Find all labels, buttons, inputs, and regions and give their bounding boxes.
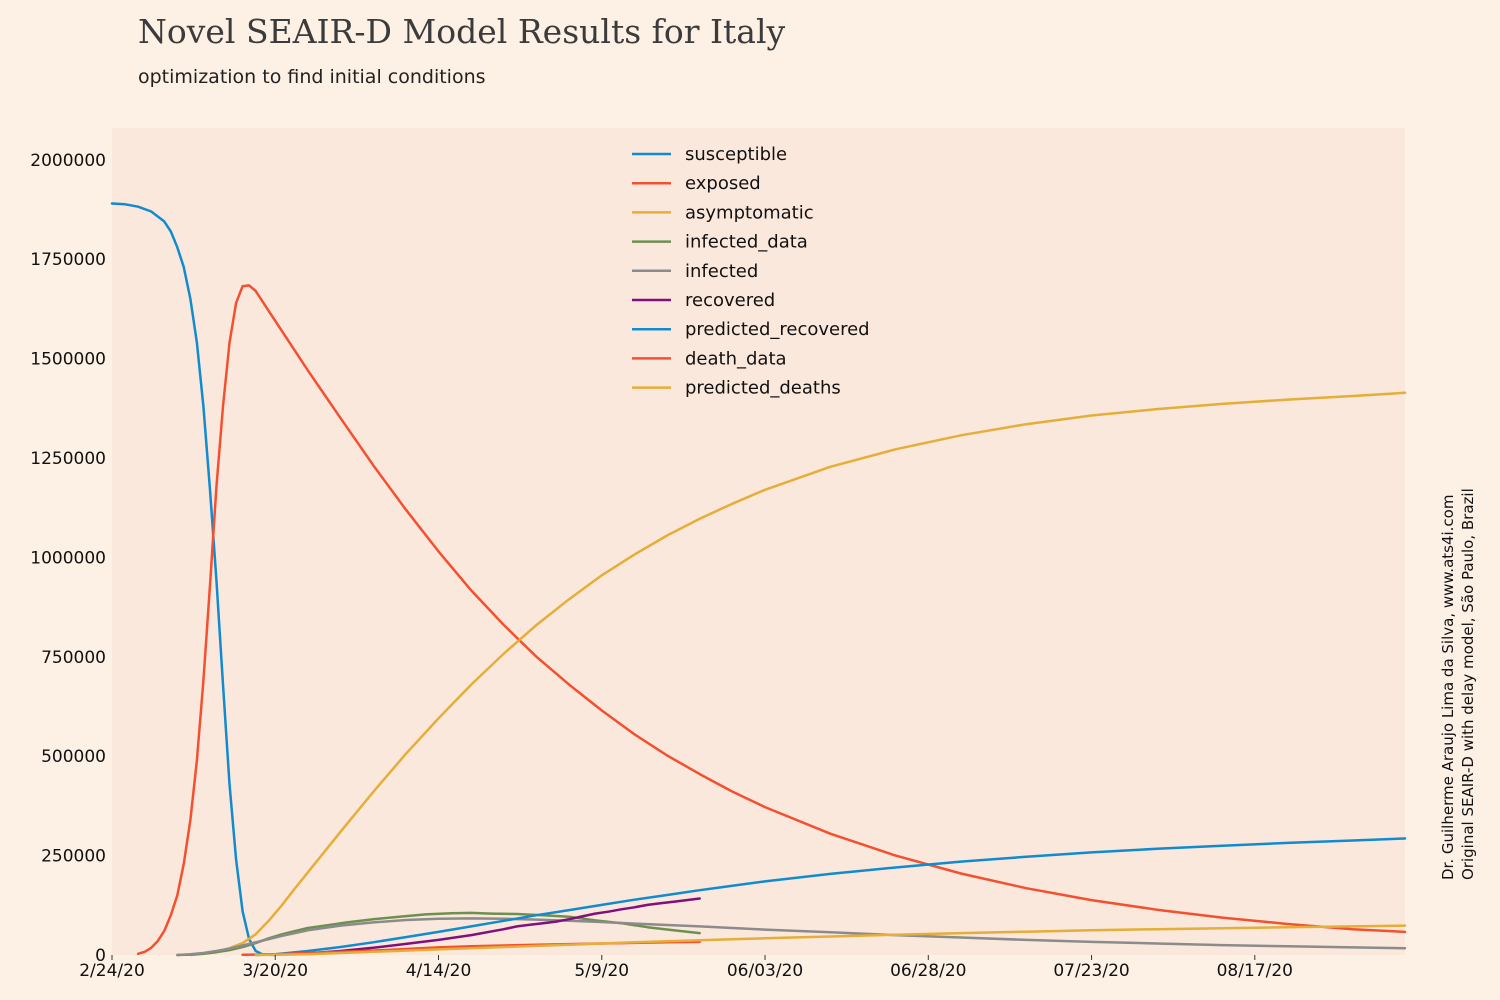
legend-label-asymptomatic: asymptomatic [685,202,814,223]
x-tick-label: 2/24/20 [79,961,145,981]
x-tick-label: 06/28/20 [890,961,966,981]
plot-background [112,128,1405,955]
x-tick-label: 5/9/20 [574,961,629,981]
y-tick-label: 1500000 [30,350,106,370]
series-line-infected [176,917,1407,957]
credit-text: Dr. Guilherme Araujo Lima da Silva, www.… [1438,440,1478,880]
series-layer [110,202,1407,957]
x-tick-label: 06/03/20 [727,961,803,981]
chart-title: Novel SEAIR-D Model Results for Italy [138,12,786,51]
y-tick-label: 1750000 [30,250,106,270]
y-tick-label: 0 [95,946,106,966]
y-tick-label: 250000 [41,847,106,867]
credit-line-1: Dr. Guilherme Araujo Lima da Silva, www.… [1439,494,1457,880]
y-tick-label: 1000000 [30,548,106,568]
legend-label-infected: infected [685,261,758,282]
x-tick-label: 4/14/20 [406,961,472,981]
series-line-recovered [306,897,701,955]
series-line-asymptomatic [189,391,1407,957]
legend-label-infected-data: infected_data [685,232,808,253]
series-line-infected-data [176,911,701,957]
y-tick-label: 750000 [41,648,106,668]
series-line-exposed [136,284,1407,956]
legend: susceptible exposed asymptomatic infected_d… [632,144,870,399]
x-tick-label: 07/23/20 [1053,961,1129,981]
legend-label-predicted-deaths: predicted_deaths [685,378,841,399]
legend-label-predicted-recovered: predicted_recovered [685,319,870,340]
x-tick-label: 08/17/20 [1217,961,1293,981]
y-tick-label: 500000 [41,747,106,767]
legend-label-susceptible: susceptible [685,144,787,165]
x-axis: 2/24/20 3/20/20 4/14/20 5/9/20 06/03/20 06/28… [79,955,1293,981]
x-tick-label: 3/20/20 [242,961,308,981]
legend-label-exposed: exposed [685,173,761,194]
legend-label-recovered: recovered [685,290,775,311]
credit-line-2: Original SEAIR-D with delay model, São P… [1459,488,1477,880]
y-axis: 0 250000 500000 750000 1000000 1250000 1500000… [30,151,106,966]
chart-subtitle: optimization to find initial conditions [138,66,486,88]
y-tick-label: 2000000 [30,151,106,171]
series-line-predicted-recovered [254,837,1407,957]
legend-label-death-data: death_data [685,348,787,369]
y-tick-label: 1250000 [30,449,106,469]
series-line-predicted-deaths [254,924,1407,957]
